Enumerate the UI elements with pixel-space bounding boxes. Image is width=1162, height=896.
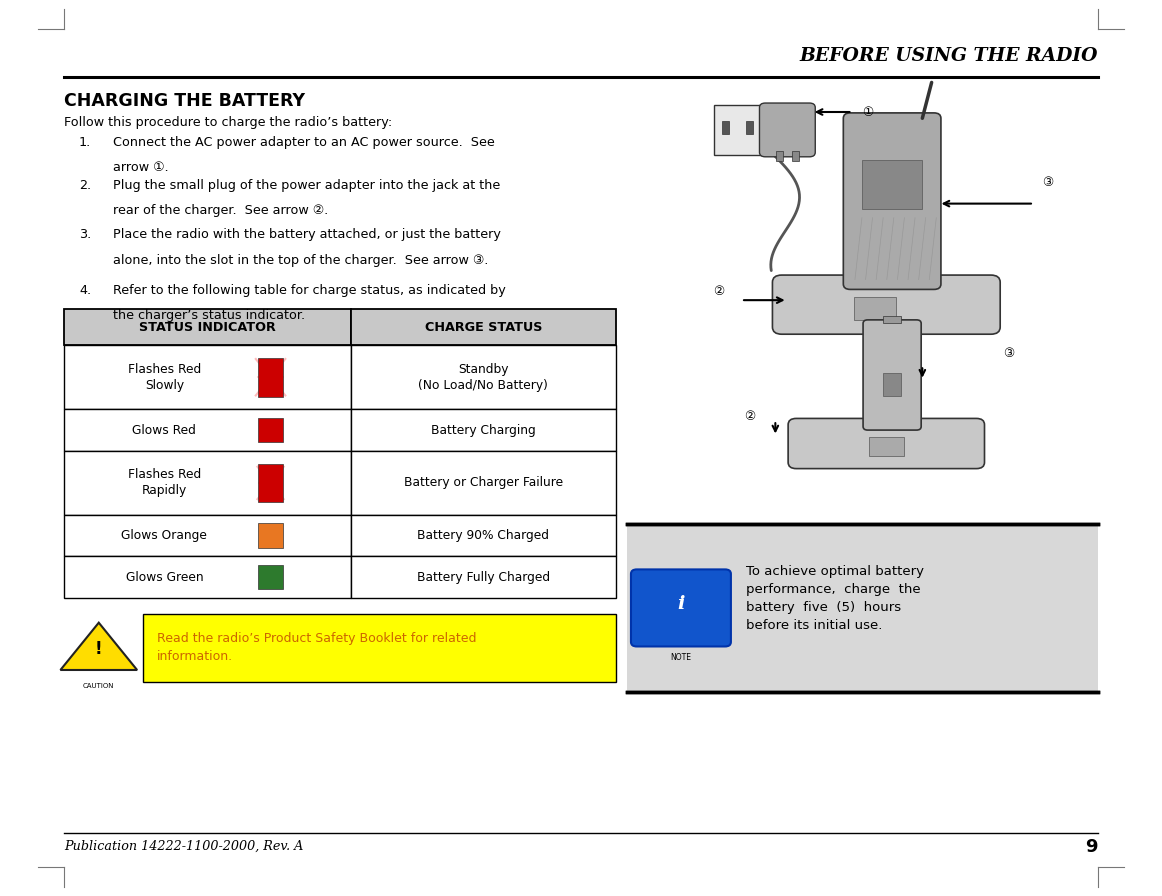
Bar <box>258 358 284 397</box>
Text: ②: ② <box>744 410 755 423</box>
Text: Glows Red: Glows Red <box>132 424 196 436</box>
Text: Battery Charging: Battery Charging <box>431 424 536 436</box>
Bar <box>64 451 351 515</box>
FancyBboxPatch shape <box>773 275 1000 334</box>
Bar <box>64 556 351 598</box>
Bar <box>258 523 284 548</box>
Bar <box>258 418 284 443</box>
Text: 1.: 1. <box>79 136 92 150</box>
Text: ③: ③ <box>1003 347 1014 360</box>
Text: Plug the small plug of the power adapter into the jack at the: Plug the small plug of the power adapter… <box>113 179 500 193</box>
Text: CHARGING THE BATTERY: CHARGING THE BATTERY <box>64 92 304 110</box>
Text: Battery or Charger Failure: Battery or Charger Failure <box>404 477 562 489</box>
Text: Refer to the following table for charge status, as indicated by: Refer to the following table for charge … <box>113 284 505 297</box>
Text: Flashes Red
Rapidly: Flashes Red Rapidly <box>128 469 201 497</box>
Bar <box>351 409 616 451</box>
Bar <box>854 297 896 320</box>
Bar <box>64 515 351 556</box>
Bar <box>258 463 284 503</box>
Bar <box>64 309 351 345</box>
Bar <box>351 451 616 515</box>
Bar <box>792 151 799 161</box>
Text: 3.: 3. <box>79 228 92 242</box>
Text: Standby
(No Load/No Battery): Standby (No Load/No Battery) <box>418 363 548 392</box>
Text: 9: 9 <box>1085 838 1098 856</box>
Bar <box>351 345 616 409</box>
FancyBboxPatch shape <box>760 103 816 157</box>
FancyBboxPatch shape <box>631 570 731 647</box>
Bar <box>723 121 730 134</box>
Bar <box>862 159 923 210</box>
Text: 2.: 2. <box>79 179 91 193</box>
Bar <box>746 121 753 134</box>
Text: BEFORE USING THE RADIO: BEFORE USING THE RADIO <box>799 47 1098 65</box>
Bar <box>715 105 761 154</box>
Text: CHARGE STATUS: CHARGE STATUS <box>424 321 543 333</box>
Text: 4.: 4. <box>79 284 91 297</box>
Text: alone, into the slot in the top of the charger.  See arrow ③.: alone, into the slot in the top of the c… <box>113 254 488 267</box>
Text: Follow this procedure to charge the radio’s battery:: Follow this procedure to charge the radi… <box>64 116 392 130</box>
Bar <box>64 409 351 451</box>
Text: ②: ② <box>713 285 725 297</box>
Text: Connect the AC power adapter to an AC power source.  See: Connect the AC power adapter to an AC po… <box>113 136 495 150</box>
Text: Place the radio with the battery attached, or just the battery: Place the radio with the battery attache… <box>113 228 501 242</box>
Polygon shape <box>60 623 137 670</box>
FancyBboxPatch shape <box>844 113 941 289</box>
Text: Battery 90% Charged: Battery 90% Charged <box>417 530 550 542</box>
Text: Battery Fully Charged: Battery Fully Charged <box>417 571 550 583</box>
Bar <box>627 524 1098 692</box>
Bar <box>351 556 616 598</box>
Text: i: i <box>677 595 684 613</box>
Bar <box>258 564 284 590</box>
Bar <box>776 151 783 161</box>
Text: Publication 14222-1100-2000, Rev. A: Publication 14222-1100-2000, Rev. A <box>64 840 303 853</box>
FancyBboxPatch shape <box>863 320 921 430</box>
Text: !: ! <box>95 641 102 659</box>
Text: CAUTION: CAUTION <box>83 683 115 688</box>
Bar <box>143 614 616 682</box>
Bar <box>351 309 616 345</box>
Bar <box>351 515 616 556</box>
Text: NOTE: NOTE <box>670 652 691 662</box>
Bar <box>869 437 904 456</box>
Text: STATUS INDICATOR: STATUS INDICATOR <box>139 321 275 333</box>
FancyBboxPatch shape <box>788 418 984 469</box>
Bar <box>883 316 902 323</box>
Text: rear of the charger.  See arrow ②.: rear of the charger. See arrow ②. <box>113 204 328 218</box>
Text: the charger’s status indicator.: the charger’s status indicator. <box>113 309 304 323</box>
Text: Glows Green: Glows Green <box>125 571 203 583</box>
Text: Glows Orange: Glows Orange <box>121 530 207 542</box>
Text: To achieve optimal battery
performance,  charge  the
battery  five  (5)  hours
b: To achieve optimal battery performance, … <box>746 565 924 633</box>
Bar <box>883 373 902 396</box>
Text: arrow ①.: arrow ①. <box>113 161 168 175</box>
Bar <box>64 345 351 409</box>
Text: ③: ③ <box>1042 176 1054 189</box>
Text: Flashes Red
Slowly: Flashes Red Slowly <box>128 363 201 392</box>
Text: ①: ① <box>862 106 873 118</box>
Text: Read the radio’s Product Safety Booklet for related
information.: Read the radio’s Product Safety Booklet … <box>157 633 476 663</box>
